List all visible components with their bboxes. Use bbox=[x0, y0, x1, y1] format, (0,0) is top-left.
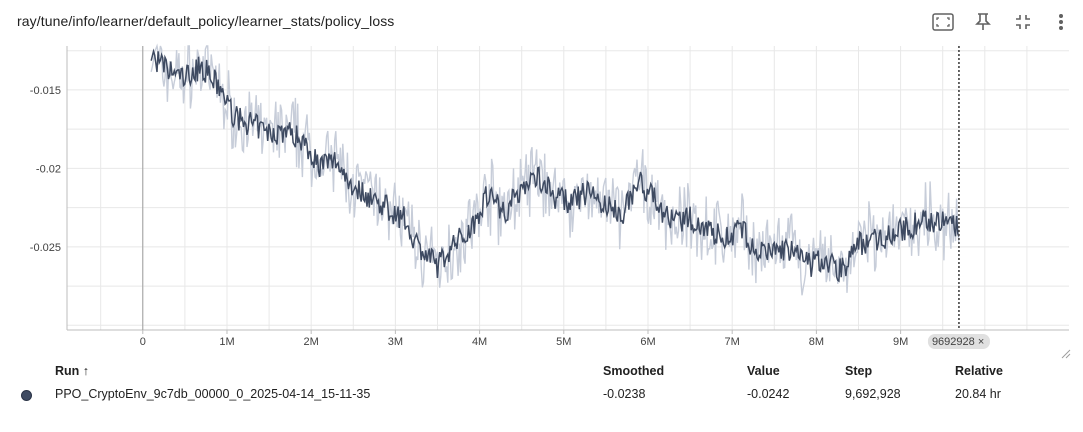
x-tick-label: 2M bbox=[304, 336, 319, 348]
page-title: ray/tune/info/learner/default_policy/lea… bbox=[17, 13, 395, 29]
x-tick-label: 7M bbox=[725, 336, 740, 348]
header-run[interactable]: Run ↑ bbox=[55, 364, 90, 378]
y-tick-label: -0.025 bbox=[30, 242, 61, 254]
x-tick-label: 0 bbox=[140, 336, 146, 348]
axes bbox=[66, 46, 1071, 359]
relative-value: 20.84 hr bbox=[955, 387, 1001, 401]
more-vert-icon bbox=[1059, 14, 1063, 30]
raw-series-line bbox=[150, 43, 960, 296]
tick-labels: 0 1M 2M 3M 4M 5M 6M 7M 8M 9M -0.015 -0.02 -0.025 bbox=[30, 85, 908, 348]
x-tick-label: 9M bbox=[893, 336, 908, 348]
x-tick-label: 8M bbox=[809, 336, 824, 348]
header-smoothed: Smoothed bbox=[603, 364, 665, 378]
hover-step-label: 9692928 × bbox=[932, 336, 984, 348]
run-name: PPO_CryptoEnv_9c7db_00000_0_2025-04-14_1… bbox=[55, 387, 371, 401]
smoothed-series bbox=[150, 48, 960, 283]
x-tick-label: 6M bbox=[640, 336, 655, 348]
line-chart[interactable]: 9692928 × 0 1M 2M 3M 4M 5M 6M 7M 8M 9M -0.015 -0.02… bbox=[0, 40, 1083, 360]
fit-domain-icon bbox=[932, 13, 954, 31]
header-step: Step bbox=[845, 364, 873, 378]
hover-step-chip bbox=[927, 334, 990, 349]
header-relative: Relative bbox=[955, 364, 1003, 378]
x-tick-label: 1M bbox=[219, 336, 234, 348]
pin-button[interactable] bbox=[969, 8, 997, 36]
resize-handle-icon bbox=[1061, 349, 1071, 359]
y-tick-label: -0.02 bbox=[36, 163, 61, 175]
step-value: 9,692,928 bbox=[845, 387, 901, 401]
x-tick-label: 4M bbox=[472, 336, 487, 348]
collapse-icon bbox=[1016, 15, 1030, 29]
pin-icon bbox=[975, 13, 991, 30]
smoothed-series-line bbox=[150, 48, 960, 283]
more-options-button[interactable] bbox=[1047, 8, 1075, 36]
collapse-button[interactable] bbox=[1009, 8, 1037, 36]
raw-value: -0.0242 bbox=[747, 387, 790, 401]
x-tick-label: 3M bbox=[388, 336, 403, 348]
fit-domain-button[interactable] bbox=[929, 8, 957, 36]
x-tick-label: 5M bbox=[556, 336, 571, 348]
smoothed-value: -0.0238 bbox=[603, 387, 646, 401]
hover-indicator: 9692928 × bbox=[927, 46, 990, 349]
run-color-dot bbox=[21, 390, 32, 401]
raw-series bbox=[150, 43, 960, 296]
header-value: Value bbox=[747, 364, 780, 378]
y-tick-label: -0.015 bbox=[30, 85, 61, 97]
